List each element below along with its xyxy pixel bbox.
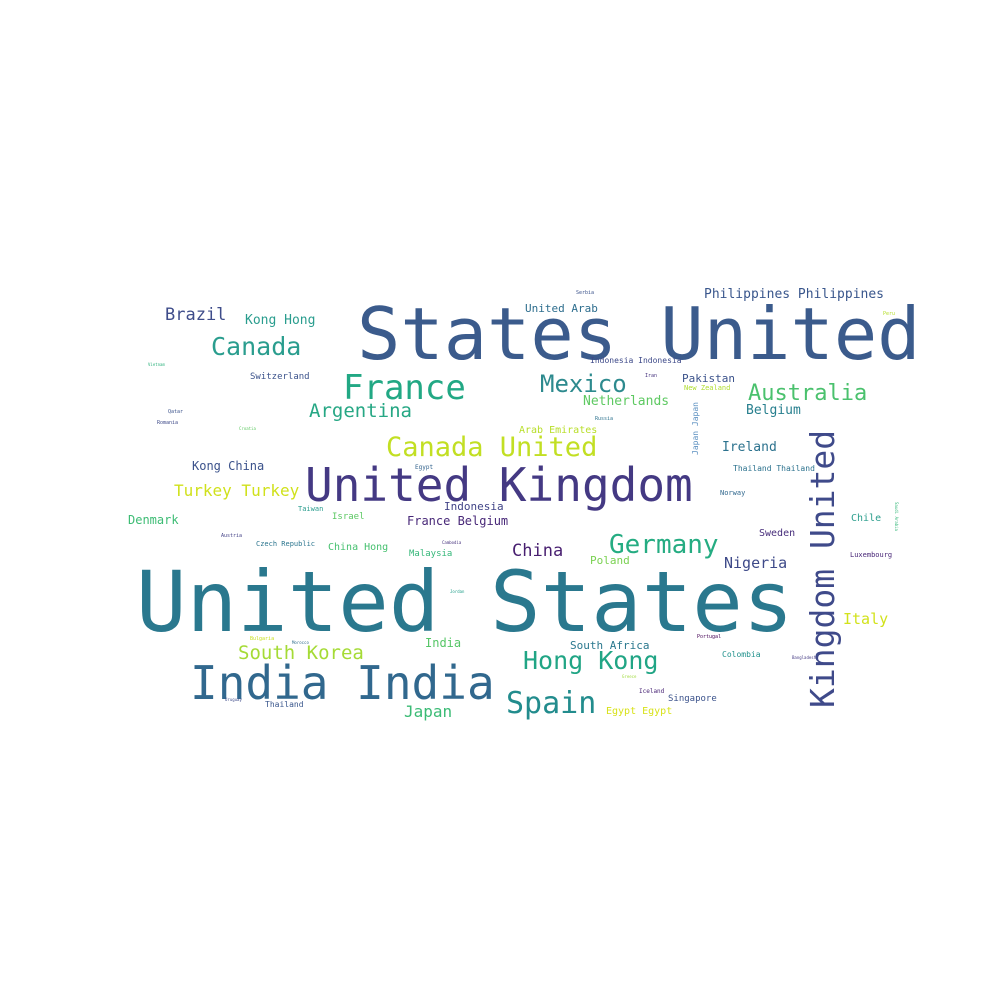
word-taiwan: Taiwan — [298, 505, 324, 513]
word-iran: Iran — [645, 373, 658, 379]
word-germany: Germany — [609, 530, 719, 560]
word-egypt: Egypt — [415, 464, 434, 471]
word-argentina: Argentina — [309, 400, 412, 422]
word-japan-japan: Japan Japan — [691, 402, 700, 455]
word-mexico: Mexico — [540, 370, 627, 398]
word-united-kingdom: United Kingdom — [305, 458, 693, 512]
word-china: China — [512, 541, 564, 561]
word-arab-emirates: Arab Emirates — [519, 425, 598, 436]
word-thailand-thailand: Thailand Thailand — [733, 464, 815, 473]
word-ireland: Ireland — [722, 440, 777, 455]
word-brazil: Brazil — [165, 305, 227, 325]
word-pakistan: Pakistan — [682, 372, 735, 385]
word-uruguay: Uruguay — [225, 697, 242, 702]
word-china-hong: China Hong — [328, 542, 389, 553]
word-sweden: Sweden — [759, 528, 796, 539]
word-luxembourg: Luxembourg — [850, 551, 893, 559]
word-austria: Austria — [221, 533, 243, 539]
word-philippines: Philippines Philippines — [704, 287, 885, 302]
word-bangladesh: Bangladesh — [792, 655, 817, 660]
word-morocco: Morocco — [292, 640, 309, 645]
word-kong-hong: Kong Hong — [245, 313, 316, 328]
word-switzerland: Switzerland — [250, 372, 310, 382]
word-canada-united: Canada United — [386, 432, 598, 463]
word-italy: Italy — [843, 610, 889, 628]
word-france-belgium: France Belgium — [407, 514, 509, 528]
word-nigeria: Nigeria — [724, 554, 788, 572]
word-poland: Poland — [590, 554, 630, 567]
word-colombia: Colombia — [722, 650, 761, 659]
word-russia: Russia — [595, 416, 614, 422]
word-jordan: Jordan — [450, 589, 465, 594]
word-malaysia: Malaysia — [409, 549, 453, 559]
word-kong-china: Kong China — [192, 459, 265, 473]
word-belgium: Belgium — [746, 403, 801, 418]
word-cambodia: Cambodia — [442, 540, 462, 545]
word-indonesia-indonesia: Indonesia Indonesia — [590, 356, 682, 365]
word-saudi-arabia: Saudi Arabia — [894, 502, 899, 531]
word-chile: Chile — [851, 513, 882, 524]
word-denmark: Denmark — [128, 513, 179, 527]
word-france: France — [343, 368, 466, 408]
word-israel: Israel — [332, 512, 365, 522]
word-peru: Peru — [883, 311, 896, 317]
word-netherlands: Netherlands — [583, 394, 670, 409]
word-australia: Australia — [748, 381, 868, 406]
word-greece: Greece — [622, 674, 637, 679]
word-india: India — [425, 636, 462, 650]
word-new-zealand: New Zealand — [684, 384, 731, 392]
word-czech-republic: Czech Republic — [256, 540, 316, 548]
word-vietnam: Vietnam — [148, 362, 165, 367]
word-portugal: Portugal — [697, 634, 722, 640]
word-norway: Norway — [720, 489, 746, 497]
word-singapore: Singapore — [668, 694, 717, 704]
word-indonesia: Indonesia — [444, 500, 504, 513]
word-qatar: Qatar — [168, 409, 184, 415]
word-iceland: Iceland — [639, 688, 665, 695]
word-canada: Canada — [211, 332, 302, 361]
word-india-india: India India — [190, 656, 495, 710]
word-serbia: Serbia — [576, 290, 595, 296]
word-united-arab: United Arab — [525, 302, 598, 315]
word-spain: Spain — [506, 686, 597, 721]
word-egypt-egypt: Egypt Egypt — [606, 706, 673, 717]
word-states-united: States United — [357, 292, 921, 376]
word-croatia: Croatia — [239, 426, 256, 431]
word-bulgaria: Bulgaria — [250, 636, 275, 642]
word-hong-kong: Hong Kong — [523, 646, 659, 675]
word-turkey-turkey: Turkey Turkey — [174, 481, 300, 500]
word-south-korea: South Korea — [238, 642, 364, 664]
word-thailand: Thailand — [265, 700, 304, 709]
word-japan: Japan — [404, 702, 453, 721]
word-romania: Romania — [157, 420, 179, 426]
word-south-africa: South Africa — [570, 639, 650, 652]
word-united-states: United States — [136, 553, 794, 651]
